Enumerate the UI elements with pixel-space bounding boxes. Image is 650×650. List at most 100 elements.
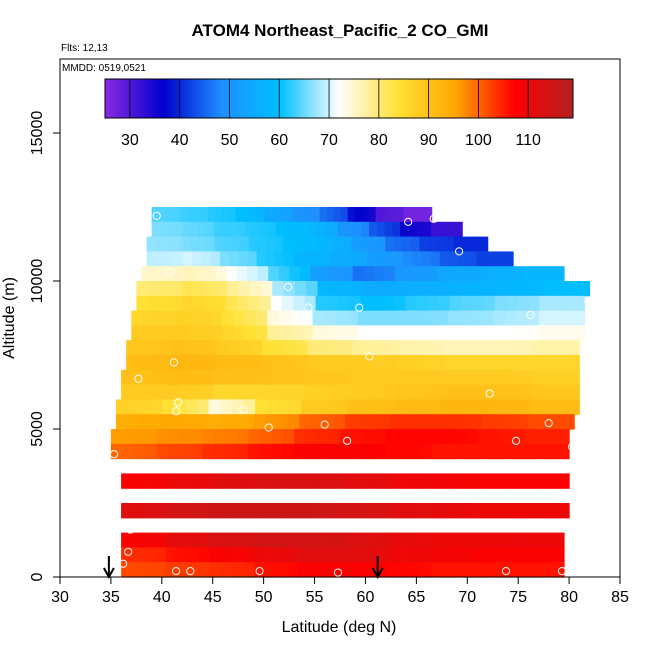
heatmap-cell	[147, 295, 160, 312]
heatmap-cell	[477, 355, 490, 371]
heatmap-cell	[356, 503, 369, 519]
heatmap-cell	[505, 414, 518, 430]
observation-point	[365, 352, 374, 361]
heatmap-cell	[420, 355, 433, 371]
observation-point	[119, 559, 128, 568]
heatmap-cell	[368, 236, 378, 252]
heatmap-cell	[191, 443, 204, 460]
heatmap-cell	[448, 325, 461, 341]
heatmap-cell	[551, 414, 564, 430]
heatmap-cell	[567, 355, 580, 371]
heatmap-cell	[284, 251, 294, 267]
heatmap-cell	[334, 236, 344, 252]
heatmap-cell	[400, 221, 409, 238]
heatmap-cell	[259, 295, 272, 312]
heatmap-cell	[242, 547, 255, 563]
heatmap-cell	[276, 414, 289, 430]
heatmap-cell	[498, 281, 511, 297]
observation-point	[134, 374, 143, 383]
heatmap-cell	[398, 340, 410, 356]
heatmap-cell	[126, 355, 139, 371]
heatmap-cell	[420, 429, 433, 445]
heatmap-cell	[431, 547, 443, 563]
heatmap-cell	[289, 325, 302, 341]
heatmap-cell	[255, 503, 268, 519]
heatmap-cell	[132, 503, 145, 519]
heatmap-cell	[500, 429, 513, 445]
heatmap-cell	[483, 295, 496, 312]
heatmap-cell	[225, 429, 238, 445]
heatmap-cell	[464, 369, 477, 386]
heatmap-cell	[345, 414, 358, 430]
heatmap-cell	[517, 295, 529, 312]
heatmap-cell	[146, 251, 157, 267]
heatmap-cell	[501, 473, 514, 489]
heatmap-cell	[475, 532, 488, 548]
x-axis: 30 35 40 45 50 55 60 65 70 75 80 85	[51, 577, 629, 606]
heatmap-cell	[294, 281, 307, 297]
heatmap-cell	[212, 369, 225, 386]
heatmap-cell	[528, 414, 541, 430]
heatmap-cell	[256, 251, 267, 267]
heatmap-cell	[198, 221, 207, 238]
heatmap-cell	[225, 443, 238, 460]
heatmap-cell	[386, 547, 399, 563]
colorbar-tick-label: 60	[270, 132, 288, 149]
heatmap-cell	[151, 207, 160, 223]
heatmap-cell	[174, 251, 184, 267]
heatmap-cell	[309, 532, 321, 548]
heatmap-cell	[244, 503, 257, 519]
heatmap-cell	[228, 355, 241, 371]
heatmap-cell	[505, 310, 517, 326]
heatmap-cell	[389, 207, 398, 223]
heatmap-cell	[342, 562, 355, 578]
heatmap-cell	[278, 310, 291, 326]
heatmap-cell	[533, 369, 546, 386]
heatmap-cell	[445, 503, 458, 519]
heatmap-cell	[487, 369, 500, 386]
heatmap-cell	[420, 443, 433, 460]
y-axis: 0 5000 10000 15000	[29, 111, 60, 581]
heatmap-cell	[265, 532, 277, 548]
heatmap-cell	[291, 207, 300, 223]
heatmap-cell	[397, 547, 410, 563]
heatmap-cell	[427, 295, 440, 312]
heatmap-cell	[397, 562, 410, 578]
heatmap-cell	[567, 369, 580, 386]
observation-point	[429, 214, 438, 223]
heatmap-cell	[486, 562, 499, 578]
heatmap-cell	[318, 355, 331, 371]
heatmap-cell	[347, 207, 356, 223]
heatmap-cell	[160, 355, 173, 371]
heatmap-cell	[527, 310, 540, 326]
heatmap-cell	[532, 266, 544, 282]
heatmap-cell	[272, 281, 285, 297]
heatmap-cell	[391, 325, 404, 341]
heatmap-cell	[273, 340, 286, 356]
heatmap-cell	[508, 547, 521, 563]
heatmap-cell	[221, 473, 234, 489]
heatmap-cell	[262, 340, 275, 356]
heatmap-cell	[151, 221, 160, 238]
heatmap-cell	[437, 266, 449, 282]
heatmap-cell	[161, 414, 174, 430]
heatmap-cell	[268, 266, 280, 282]
heatmap-cell	[154, 562, 166, 578]
heatmap-cell	[396, 207, 405, 223]
heatmap-cell	[453, 532, 465, 548]
heatmap-cell	[454, 443, 467, 460]
heatmap-cell	[464, 562, 477, 578]
heatmap-cell	[528, 295, 541, 312]
heatmap-cell	[533, 340, 546, 356]
heatmap-cell	[183, 266, 195, 282]
heatmap-cell	[289, 399, 302, 415]
heatmap-cell	[311, 503, 324, 519]
heatmap-cell	[322, 221, 331, 238]
heatmap-cell	[152, 266, 164, 282]
heatmap-cell	[189, 236, 199, 252]
heatmap-cell	[458, 251, 468, 267]
heatmap-cell	[441, 369, 454, 386]
heatmap-cell	[445, 236, 455, 252]
heatmap-cell	[142, 310, 155, 326]
heatmap-cell	[361, 384, 374, 400]
